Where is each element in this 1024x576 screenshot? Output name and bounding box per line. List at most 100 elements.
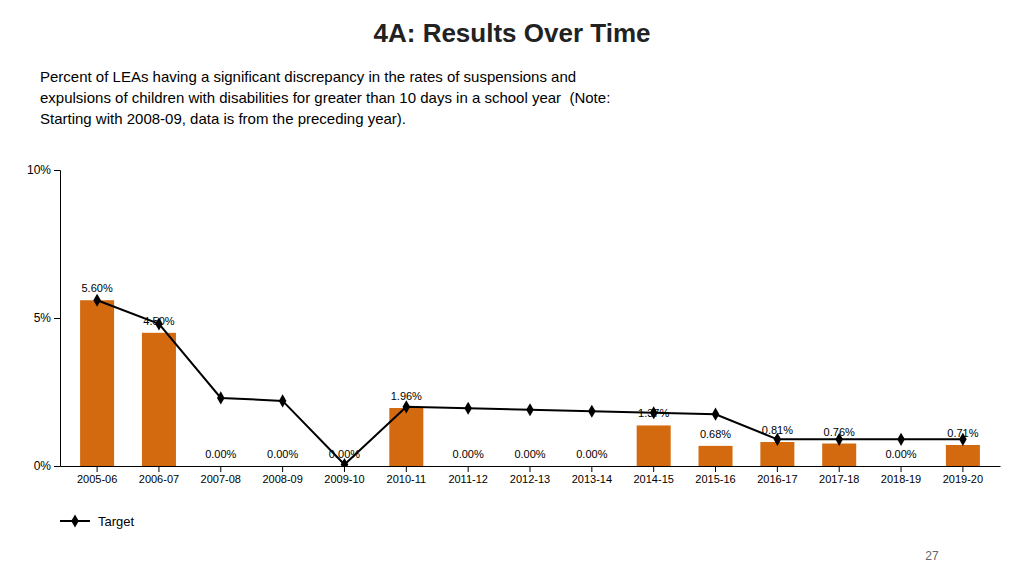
x-tick-label: 2008-09 bbox=[262, 473, 302, 485]
data-label: 0.76% bbox=[824, 426, 855, 438]
x-tick-label: 2014-15 bbox=[633, 473, 673, 485]
y-tick-mark bbox=[54, 318, 60, 319]
marker bbox=[897, 433, 905, 446]
x-tick-label: 2007-08 bbox=[201, 473, 241, 485]
x-tick-mark bbox=[468, 466, 469, 472]
y-tick-mark bbox=[54, 466, 60, 467]
x-tick: 2005-06 bbox=[77, 466, 117, 485]
x-tick-label: 2012-13 bbox=[510, 473, 550, 485]
data-label: 4.50% bbox=[143, 315, 174, 327]
data-label: 0.00% bbox=[453, 448, 484, 460]
x-tick: 2007-08 bbox=[201, 466, 241, 485]
bar bbox=[637, 425, 671, 466]
y-tick: 0% bbox=[34, 459, 60, 473]
y-tick: 5% bbox=[34, 311, 60, 325]
y-tick-label: 0% bbox=[34, 459, 52, 473]
x-tick: 2010-11 bbox=[387, 466, 427, 485]
subtitle: Percent of LEAs having a significant dis… bbox=[40, 68, 576, 85]
bar bbox=[142, 333, 176, 466]
x-tick: 2018-19 bbox=[881, 466, 921, 485]
x-tick-mark bbox=[344, 466, 345, 472]
legend-label: Target bbox=[98, 514, 135, 529]
marker bbox=[588, 405, 596, 418]
x-tick: 2006-07 bbox=[139, 466, 179, 485]
legend-item: Target bbox=[60, 514, 135, 529]
y-tick: 10% bbox=[27, 163, 60, 177]
data-label: 0.68% bbox=[700, 428, 731, 440]
data-label: 0.81% bbox=[762, 424, 793, 436]
bar bbox=[513, 466, 547, 467]
y-tick-label: 5% bbox=[34, 311, 52, 325]
x-tick-mark bbox=[591, 466, 592, 472]
x-tick: 2011-12 bbox=[448, 466, 488, 485]
data-label: 0.00% bbox=[205, 448, 236, 460]
x-tick-mark bbox=[530, 466, 531, 472]
x-tick: 2015-16 bbox=[695, 466, 735, 485]
x-tick: 2019-20 bbox=[943, 466, 983, 485]
x-tick-mark bbox=[406, 466, 407, 472]
x-tick-label: 2009-10 bbox=[324, 473, 364, 485]
y-axis-line bbox=[54, 171, 61, 467]
data-labels: 5.60% 4.50% 0.00% 0.00% 0.00% 1.96% 0.00% 0.00%… bbox=[82, 282, 979, 460]
x-tick-label: 2006-07 bbox=[139, 473, 179, 485]
marker bbox=[712, 408, 720, 421]
legend-marker bbox=[71, 514, 79, 527]
data-label: 0.00% bbox=[329, 448, 360, 460]
line bbox=[97, 300, 963, 464]
marker bbox=[279, 394, 287, 407]
marker bbox=[93, 294, 101, 307]
x-tick-label: 2013-14 bbox=[572, 473, 612, 485]
x-tick-mark bbox=[962, 466, 963, 472]
bar bbox=[699, 446, 733, 466]
x-tick: 2013-14 bbox=[572, 466, 612, 485]
x-tick-label: 2017-18 bbox=[819, 473, 859, 485]
y-axis: 0% 5% 10% bbox=[27, 163, 61, 473]
x-tick-label: 2018-19 bbox=[881, 473, 921, 485]
bar bbox=[946, 445, 980, 466]
x-tick-mark bbox=[158, 466, 159, 472]
x-tick-label: 2011-12 bbox=[448, 473, 488, 485]
subtitle: expulsions of children with disabilities… bbox=[40, 89, 610, 106]
data-label: 5.60% bbox=[82, 282, 113, 294]
bar bbox=[80, 300, 114, 466]
bar bbox=[884, 466, 918, 467]
marker bbox=[217, 391, 225, 404]
chart: 4A: Results Over Time Percent of LEAs hav… bbox=[0, 0, 1024, 576]
x-tick-mark bbox=[777, 466, 778, 472]
data-label: 0.00% bbox=[267, 448, 298, 460]
x-tick-label: 2019-20 bbox=[943, 473, 983, 485]
data-label: 0.00% bbox=[576, 448, 607, 460]
title: 4A: Results Over Time bbox=[374, 18, 651, 48]
legend: Target bbox=[60, 514, 135, 529]
data-label: 0.71% bbox=[947, 427, 978, 439]
marker bbox=[526, 403, 534, 416]
x-axis: 2005-06 2006-07 2007-08 2008-09 2009-10 2010-… bbox=[61, 466, 1001, 485]
data-label: 0.00% bbox=[885, 448, 916, 460]
bar bbox=[451, 466, 485, 467]
y-tick-mark bbox=[54, 170, 60, 171]
x-tick-mark bbox=[839, 466, 840, 472]
x-tick: 2009-10 bbox=[324, 466, 364, 485]
marker bbox=[403, 400, 411, 413]
data-label: 0.00% bbox=[514, 448, 545, 460]
x-tick: 2016-17 bbox=[757, 466, 797, 485]
x-tick-label: 2015-16 bbox=[695, 473, 735, 485]
data-label: 1.96% bbox=[391, 390, 422, 402]
x-tick-label: 2010-11 bbox=[387, 473, 427, 485]
x-tick-mark bbox=[282, 466, 283, 472]
x-tick-label: 2016-17 bbox=[757, 473, 797, 485]
x-tick-mark bbox=[97, 466, 98, 472]
x-tick: 2008-09 bbox=[262, 466, 302, 485]
bar bbox=[266, 466, 300, 467]
x-tick: 2017-18 bbox=[819, 466, 859, 485]
x-tick: 2012-13 bbox=[510, 466, 550, 485]
y-tick-label: 10% bbox=[27, 163, 51, 177]
x-tick-mark bbox=[715, 466, 716, 472]
marker bbox=[464, 402, 472, 415]
data-label: 1.37% bbox=[638, 407, 669, 419]
x-tick: 2014-15 bbox=[633, 466, 673, 485]
x-tick-mark bbox=[653, 466, 654, 472]
subtitle: Starting with 2008-09, data is from the … bbox=[40, 110, 406, 127]
x-tick-label: 2005-06 bbox=[77, 473, 117, 485]
marks bbox=[80, 294, 980, 466]
